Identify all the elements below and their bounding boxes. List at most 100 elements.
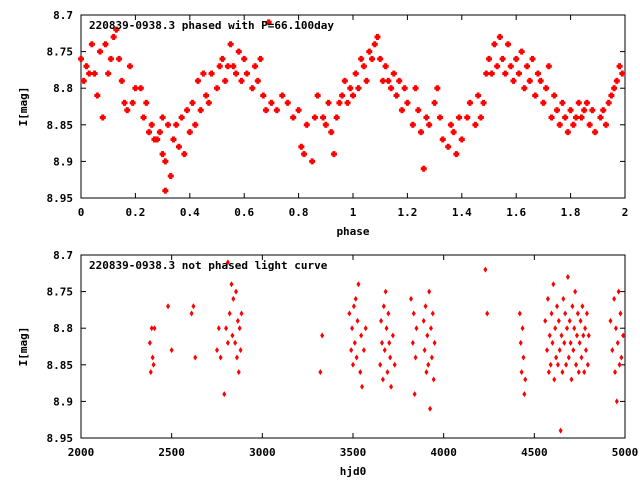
- data-point: [486, 55, 492, 62]
- data-point: [102, 41, 109, 48]
- data-point: [124, 107, 131, 114]
- data-point: [545, 295, 550, 302]
- data-point: [140, 114, 147, 121]
- data-point: [80, 77, 87, 84]
- data-point: [344, 99, 351, 106]
- data-point: [159, 151, 166, 158]
- data-point: [612, 295, 617, 302]
- data-point: [556, 121, 563, 128]
- data-point: [432, 339, 437, 346]
- data-point: [352, 70, 359, 77]
- data-point: [369, 55, 376, 62]
- data-point: [520, 325, 525, 332]
- data-point: [567, 107, 574, 114]
- data-point: [238, 347, 243, 354]
- data-point: [557, 347, 562, 354]
- data-point: [422, 347, 427, 354]
- data-point: [488, 70, 495, 77]
- data-point: [184, 107, 191, 114]
- data-point: [366, 48, 373, 55]
- data-point: [191, 303, 196, 310]
- data-point: [574, 332, 579, 339]
- data-point: [583, 325, 588, 332]
- data-point: [396, 77, 403, 84]
- data-point: [618, 310, 623, 317]
- x-tick-label: 2500: [158, 446, 185, 459]
- data-point: [97, 48, 104, 55]
- data-point: [353, 295, 358, 302]
- data-point: [148, 121, 155, 128]
- data-point: [427, 288, 432, 295]
- x-tick-label: 0: [78, 206, 85, 219]
- data-point: [412, 391, 417, 398]
- data-point: [614, 398, 619, 405]
- data-point: [428, 405, 433, 412]
- data-point: [351, 303, 356, 310]
- data-point: [388, 354, 393, 361]
- data-point: [385, 77, 392, 84]
- data-point: [586, 121, 593, 128]
- data-point: [222, 77, 229, 84]
- x-tick-label: 3500: [340, 446, 367, 459]
- data-point: [617, 361, 622, 368]
- data-point: [371, 41, 378, 48]
- data-point: [265, 19, 272, 26]
- data-point: [562, 114, 569, 121]
- data-point: [227, 41, 234, 48]
- data-point: [456, 114, 463, 121]
- data-point: [205, 99, 212, 106]
- data-point: [284, 99, 291, 106]
- data-point: [339, 92, 346, 99]
- data-point: [254, 77, 261, 84]
- data-point: [616, 288, 621, 295]
- data-point: [350, 325, 355, 332]
- data-point: [573, 288, 578, 295]
- data-point: [424, 369, 429, 376]
- data-point: [241, 55, 248, 62]
- data-point: [279, 92, 286, 99]
- data-point: [83, 63, 90, 70]
- data-point: [105, 70, 112, 77]
- data-point: [238, 77, 245, 84]
- data-point: [434, 85, 441, 92]
- data-point: [262, 107, 269, 114]
- data-point: [611, 85, 618, 92]
- data-point: [377, 55, 384, 62]
- data-point: [579, 354, 584, 361]
- data-point: [295, 107, 302, 114]
- data-point: [78, 55, 84, 62]
- data-point: [547, 332, 552, 339]
- data-point: [571, 347, 576, 354]
- y-axis-label: I[mag]: [17, 327, 30, 367]
- data-point: [320, 332, 325, 339]
- data-point: [569, 376, 574, 383]
- data-point: [243, 70, 250, 77]
- data-point: [150, 354, 155, 361]
- data-point: [610, 347, 615, 354]
- data-point: [230, 63, 237, 70]
- data-point: [235, 317, 240, 324]
- x-tick-label: 2: [622, 206, 629, 219]
- data-point: [88, 41, 95, 48]
- data-point: [94, 92, 101, 99]
- data-point: [225, 339, 230, 346]
- data-points: [78, 19, 626, 194]
- data-point: [156, 129, 163, 136]
- data-point: [616, 63, 623, 70]
- data-point: [216, 63, 223, 70]
- data-point: [311, 114, 318, 121]
- data-point: [260, 92, 267, 99]
- data-point: [505, 41, 512, 48]
- data-point: [99, 114, 106, 121]
- data-point: [613, 77, 620, 84]
- data-point: [578, 317, 583, 324]
- data-point: [143, 99, 150, 106]
- data-point: [173, 121, 180, 128]
- data-point: [581, 107, 588, 114]
- data-point: [233, 70, 240, 77]
- data-point: [320, 114, 327, 121]
- data-point: [584, 310, 589, 317]
- data-point: [178, 114, 185, 121]
- data-point: [354, 354, 359, 361]
- data-point: [149, 325, 154, 332]
